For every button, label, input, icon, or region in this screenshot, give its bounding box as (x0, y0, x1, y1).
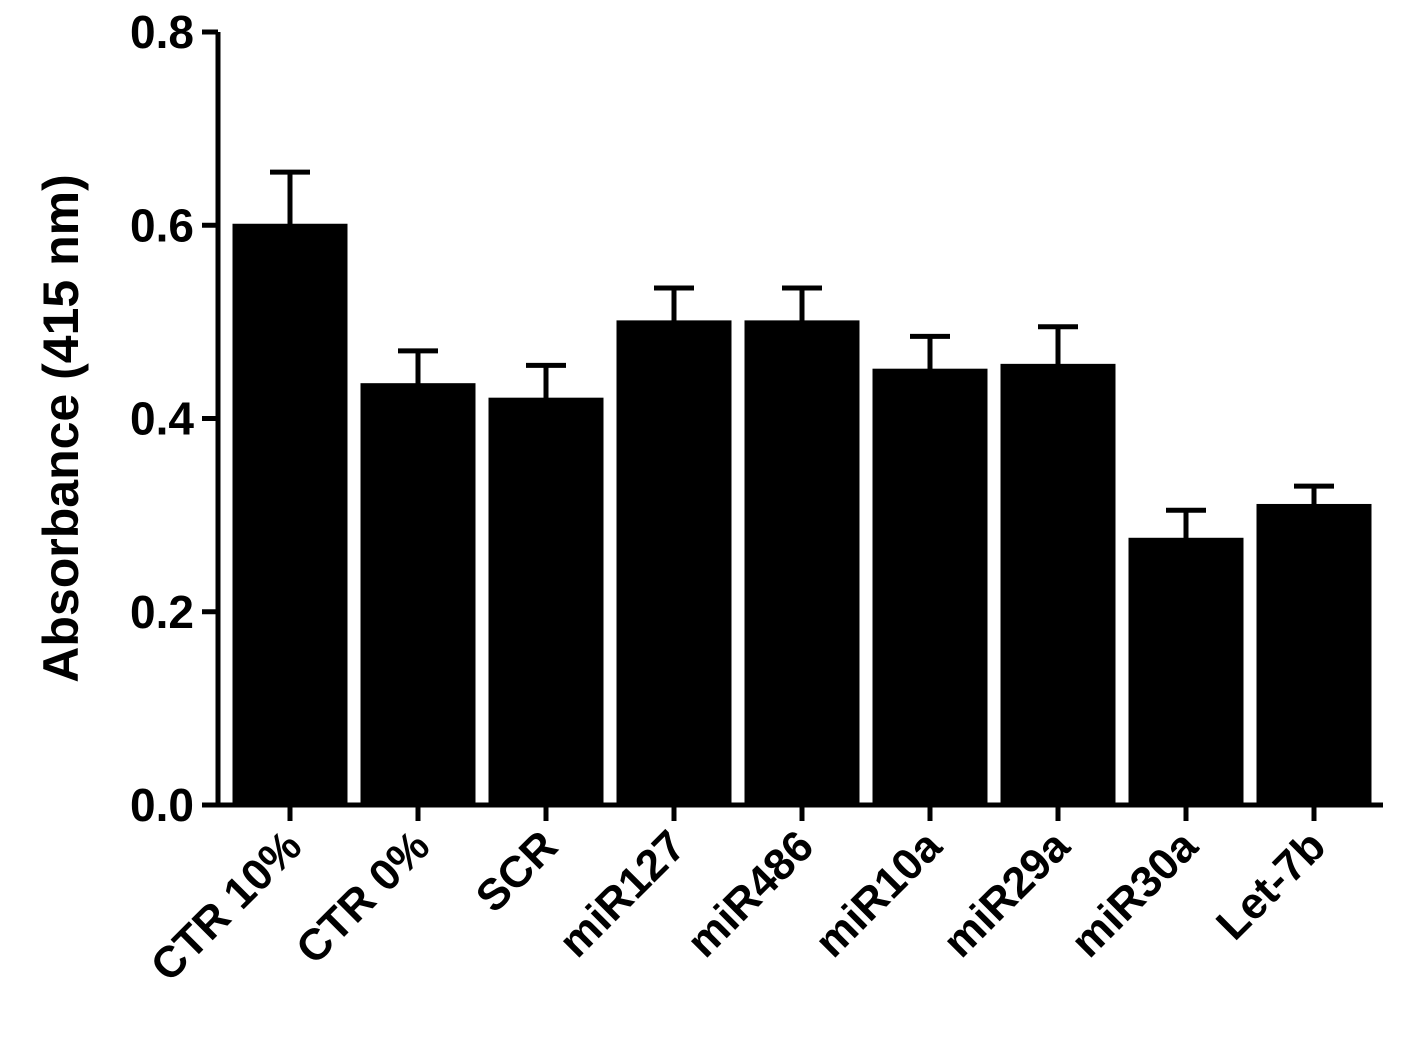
x-tick-label: miR10a (806, 821, 952, 967)
y-ticks-group: 0.0 0.2 0.4 0.6 0.8 (130, 6, 218, 831)
x-tick-label: SCR (467, 821, 567, 921)
error-bars-group (270, 169, 1334, 540)
x-ticks-group: CTR 10%CTR 0% SCRmiR127miR486miR10amiR29a… (142, 805, 1335, 991)
x-tick-label: miR127 (550, 821, 695, 966)
bar (616, 320, 732, 807)
x-tick-label: miR30a (1062, 821, 1208, 967)
bar (744, 320, 860, 807)
x-tick-label: CTR 10% (142, 821, 312, 991)
y-tick-label: 0.4 (130, 393, 194, 445)
y-tick-label: 0.2 (130, 586, 194, 638)
y-axis-title: Absorbance (415 nm) (33, 174, 89, 682)
x-tick-label: miR486 (678, 821, 823, 966)
bar (1256, 503, 1372, 807)
bar (488, 397, 604, 807)
bars-group (232, 223, 1372, 807)
x-tick-label: CTR 0% (287, 821, 439, 973)
x-tick-label: Let-7b (1207, 821, 1335, 949)
x-tick-label: miR29a (934, 821, 1080, 967)
bar (360, 383, 476, 807)
bar (232, 223, 348, 807)
y-tick-label: 0.8 (130, 6, 194, 58)
y-tick-label: 0.0 (130, 779, 194, 831)
bar (1000, 363, 1116, 807)
bar (1128, 537, 1244, 807)
bar (872, 368, 988, 807)
y-tick-label: 0.6 (130, 199, 194, 251)
